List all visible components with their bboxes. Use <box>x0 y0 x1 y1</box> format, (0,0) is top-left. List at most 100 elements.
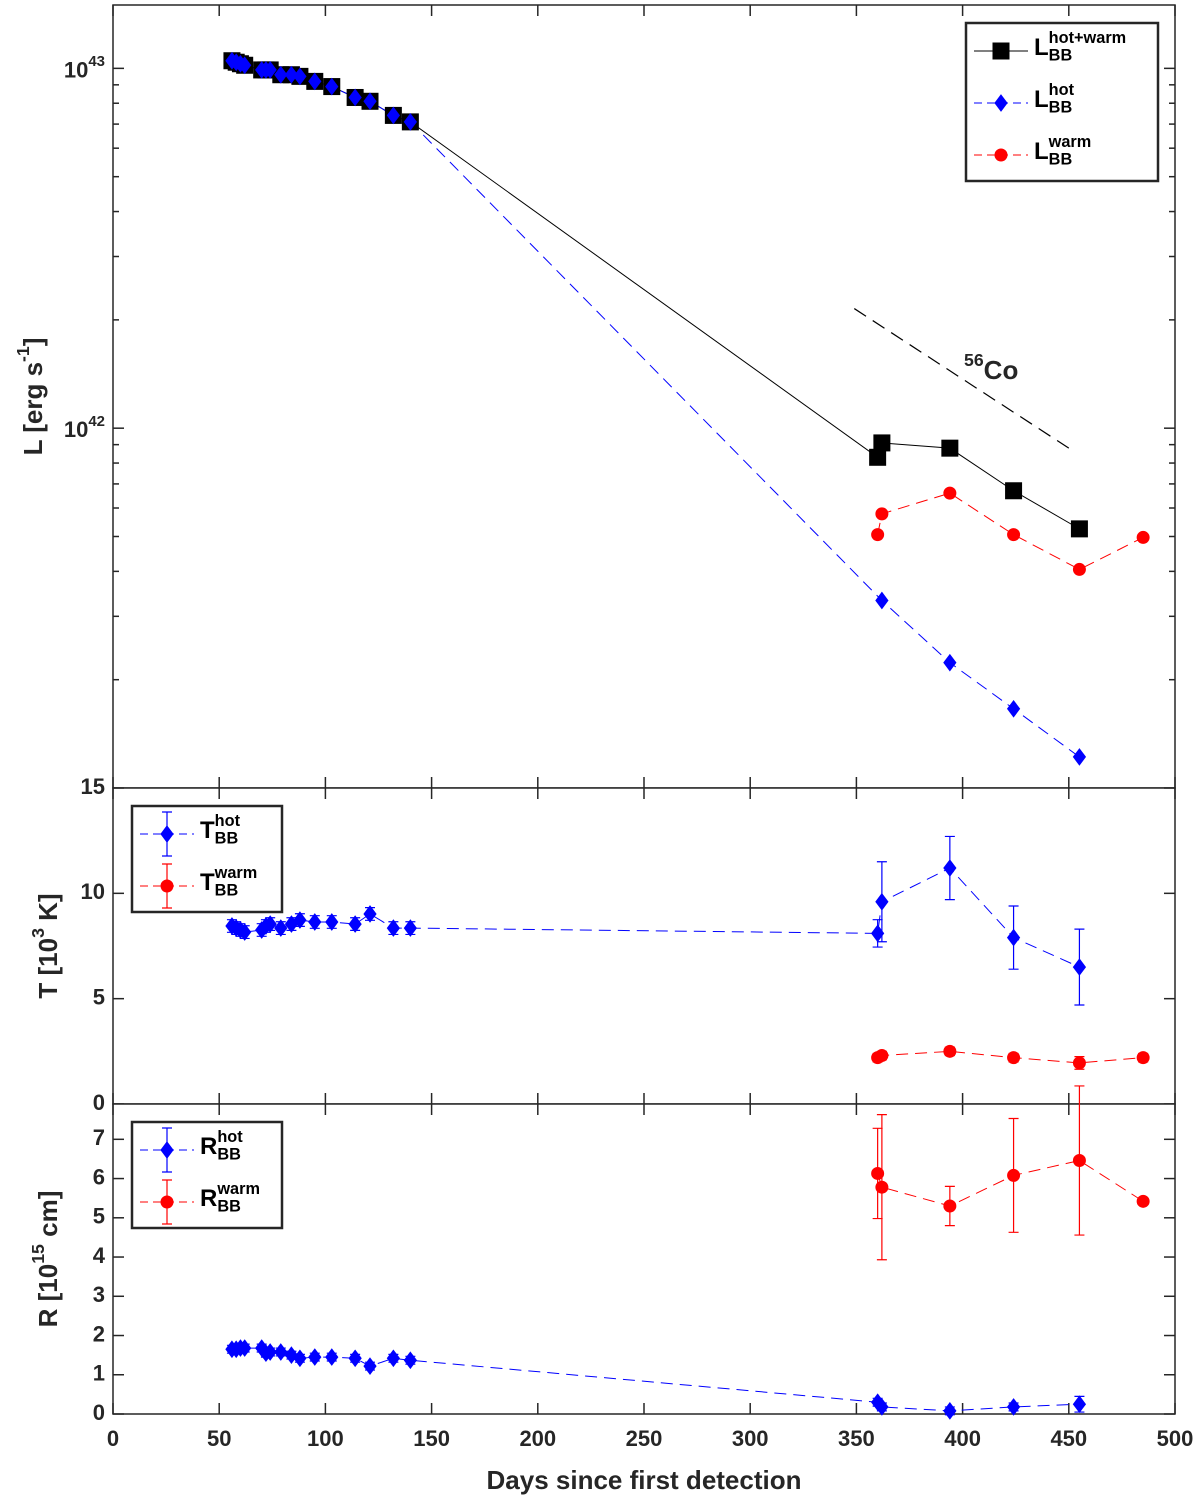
marker <box>941 439 959 457</box>
x-tick-label: 0 <box>107 1426 119 1451</box>
x-tick-label: 400 <box>944 1426 981 1451</box>
marker <box>284 65 299 84</box>
marker <box>1006 1398 1021 1416</box>
marker <box>1007 1051 1021 1065</box>
plot-area <box>112 787 1176 1105</box>
marker <box>284 1346 299 1364</box>
marker <box>1072 1395 1087 1414</box>
marker <box>363 1357 377 1375</box>
y-tick-label: 5 <box>93 984 105 1009</box>
marker <box>348 1349 362 1368</box>
y-tick-label: 6 <box>93 1164 105 1189</box>
x-tick-label: 450 <box>1050 1426 1087 1451</box>
marker <box>994 94 1008 112</box>
marker <box>238 923 252 941</box>
marker <box>325 1348 339 1366</box>
marker <box>943 859 957 877</box>
marker <box>943 1402 957 1420</box>
marker <box>1136 530 1150 544</box>
legend-box <box>130 1120 284 1230</box>
y-tick-label: 1 <box>93 1361 105 1386</box>
x-axis-label: Days since first detection <box>487 1465 802 1495</box>
marker <box>994 148 1008 162</box>
x-tick-label: 500 <box>1157 1426 1194 1451</box>
marker <box>293 67 307 86</box>
marker <box>871 1166 885 1180</box>
marker <box>403 113 417 131</box>
y-tick-label: 5 <box>93 1204 105 1229</box>
marker <box>348 88 362 107</box>
marker <box>293 911 307 929</box>
marker <box>1007 1168 1021 1182</box>
legend-label: Twarm BB <box>200 864 257 900</box>
x-tick-label: 250 <box>626 1426 663 1451</box>
marker <box>943 653 957 672</box>
x-tick-label: 200 <box>519 1426 556 1451</box>
y-tick-label: 4 <box>93 1243 106 1268</box>
marker <box>1007 528 1021 542</box>
marker <box>875 591 889 610</box>
marker <box>403 1351 417 1370</box>
legend-label: Lwarm BB <box>1034 133 1091 169</box>
marker <box>1072 1056 1086 1070</box>
marker <box>875 507 889 521</box>
marker <box>1072 1154 1086 1168</box>
x-tick-label: 50 <box>207 1426 231 1451</box>
marker <box>875 1049 889 1063</box>
y-tick-label: 15 <box>81 774 105 799</box>
y-tick-label: 0 <box>93 1090 105 1115</box>
marker <box>308 1348 322 1366</box>
marker <box>308 913 322 931</box>
legend-label: Thot BB <box>200 812 241 848</box>
marker <box>386 919 400 937</box>
marker <box>1006 928 1021 947</box>
marker <box>160 825 174 843</box>
marker <box>1070 520 1088 538</box>
marker <box>238 56 252 75</box>
marker <box>160 879 174 893</box>
marker <box>263 1343 277 1361</box>
x-tick-label: 350 <box>838 1426 875 1451</box>
legend-label: Lhot+warm BB <box>1034 29 1126 65</box>
marker <box>943 1199 957 1213</box>
legend-label: Rhot BB <box>200 1128 243 1164</box>
marker <box>348 915 362 933</box>
marker <box>873 434 891 452</box>
marker <box>1072 562 1086 576</box>
marker <box>263 915 277 933</box>
marker <box>274 1343 288 1361</box>
marker <box>1006 699 1021 718</box>
y-tick-label: 1042 <box>64 413 105 442</box>
y-tick-label: 2 <box>93 1321 105 1346</box>
marker <box>943 486 957 500</box>
marker <box>1005 482 1023 500</box>
marker <box>869 448 887 466</box>
y-axis-label: R [1015 cm] <box>28 1191 63 1328</box>
x-tick-label: 300 <box>732 1426 769 1451</box>
marker <box>160 1195 174 1209</box>
legend-label: Rwarm BB <box>200 1180 260 1216</box>
marker <box>274 919 288 937</box>
marker <box>992 42 1010 60</box>
y-axis-label: T [103 K] <box>28 893 63 998</box>
marker <box>325 77 339 96</box>
legend-box <box>130 804 284 914</box>
marker <box>363 92 377 111</box>
marker <box>1072 748 1087 766</box>
marker <box>871 924 885 943</box>
marker <box>403 919 417 937</box>
y-axis-label: L [erg s-1] <box>13 338 48 456</box>
marker <box>875 1180 889 1194</box>
y-tick-label: 0 <box>93 1400 105 1425</box>
marker <box>386 106 400 125</box>
y-tick-label: 10 <box>81 879 105 904</box>
marker <box>325 913 339 931</box>
marker <box>943 1044 957 1058</box>
marker <box>1136 1051 1150 1065</box>
marker <box>386 1349 400 1368</box>
marker <box>875 1398 889 1416</box>
marker <box>263 61 277 79</box>
y-tick-label: 1043 <box>64 53 105 82</box>
x-tick-label: 100 <box>307 1426 344 1451</box>
